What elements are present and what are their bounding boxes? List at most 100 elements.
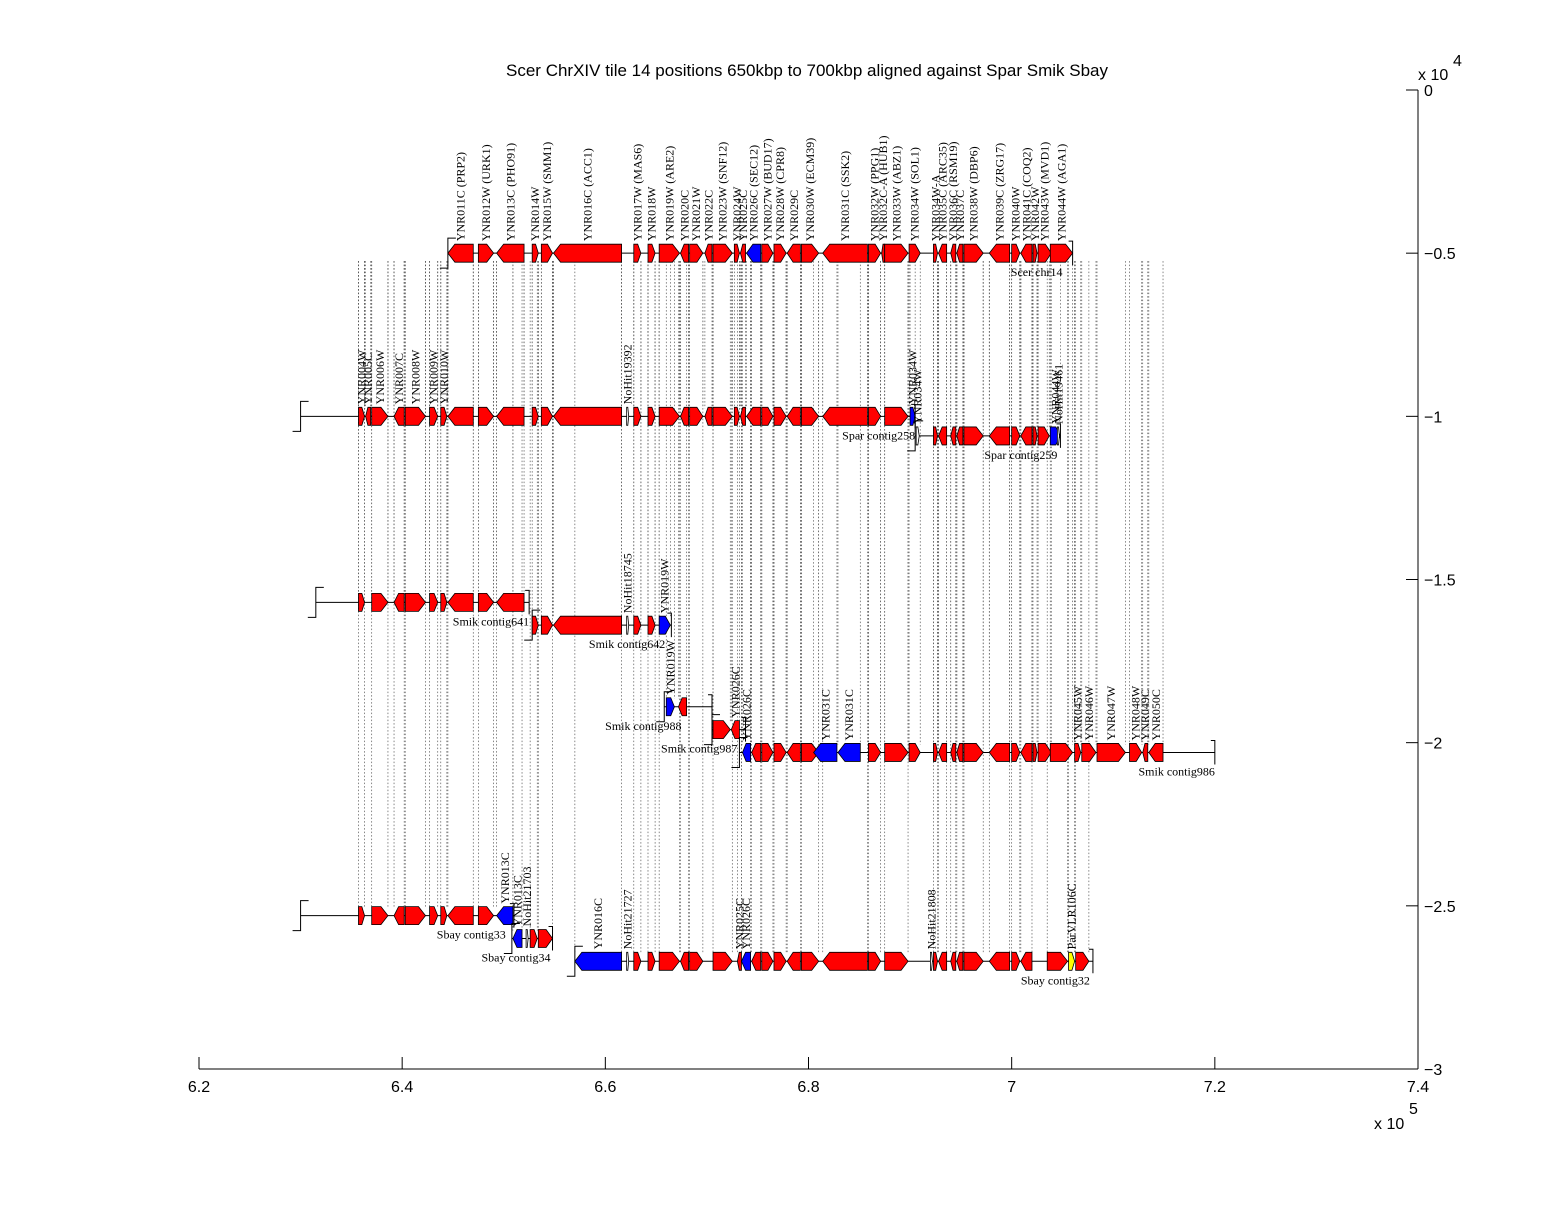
- gene-arrow: [447, 592, 474, 612]
- gene-arrow: [1032, 743, 1038, 762]
- gene-arrow: [773, 951, 787, 971]
- gene-label: YNR043W (MVD1): [1038, 142, 1052, 241]
- gene-arrow: [761, 951, 774, 971]
- gene-arrow: [933, 426, 938, 446]
- contig-end-bracket: [667, 612, 672, 638]
- gene-arrow: [680, 951, 690, 971]
- contig-end-bracket: [1056, 423, 1061, 448]
- gene-label: YNR021W: [689, 186, 703, 241]
- gene-arrow: [761, 243, 774, 263]
- gene-label: YNR026C: [739, 898, 753, 949]
- gene-arrow: [371, 906, 389, 926]
- gene-arrow: [1049, 743, 1074, 762]
- gene-arrow: [933, 743, 938, 762]
- gene-arrow: [529, 929, 538, 948]
- contig-label: Smik contig986: [1138, 764, 1214, 778]
- contig-label: Smik contig987: [661, 742, 737, 756]
- gene-arrow: [813, 743, 838, 762]
- track-layer: YNR011C (PRP2) YNR012W (URK1) YNR013C (PHO…: [292, 135, 1216, 987]
- gene-arrow: [736, 951, 742, 971]
- gene-arrow: [881, 243, 886, 263]
- gene-label: YNR026C: [740, 689, 754, 740]
- gene-arrow: [540, 406, 553, 426]
- gene-arrow: [633, 243, 642, 263]
- gene-arrow: [1142, 743, 1149, 762]
- gene-label: YNR044W: [1048, 369, 1062, 424]
- gene-arrow: [512, 929, 523, 948]
- gene-label: YNR048W: [1129, 685, 1143, 740]
- gene-arrow: [938, 743, 948, 762]
- gene-arrow: [658, 951, 680, 971]
- contig-label: Smik contig988: [605, 719, 681, 733]
- gene-label: YNR006W: [373, 349, 387, 404]
- gene-arrow: [950, 743, 957, 762]
- gene-label: ParVLR106C: [1065, 883, 1079, 949]
- gene-arrow: [429, 406, 439, 426]
- gene-arrow: [786, 951, 801, 971]
- gene-label: YNR027W (BUD17): [760, 138, 774, 241]
- gene-arrow: [868, 743, 882, 762]
- contig-track: NoHit18745 YNR019W Smik contig642: [524, 553, 672, 651]
- contig-start-bracket: [907, 420, 924, 452]
- gene-label: YNR031C: [818, 689, 832, 740]
- connector-layer: [358, 261, 1164, 954]
- gene-arrow: [915, 426, 920, 446]
- gene-arrow: [1056, 426, 1060, 446]
- gene-arrow: [950, 426, 957, 446]
- gene-label: YNR009W: [427, 349, 441, 404]
- gene-arrow: [680, 406, 690, 426]
- gene-arrow: [933, 243, 938, 263]
- gene-label: YNR046W: [1082, 685, 1096, 740]
- x-exponent-label: x 10: [1374, 1116, 1404, 1133]
- gene-label: YNR033W (ABZ1): [889, 146, 903, 241]
- gene-arrow: [496, 906, 514, 926]
- gene-arrow: [742, 743, 751, 762]
- gene-arrow: [822, 951, 868, 971]
- gene-arrow: [963, 743, 984, 762]
- gene-arrow: [689, 406, 704, 426]
- gene-arrow: [371, 592, 389, 612]
- gene-label: YNR017W (MAS6): [630, 144, 644, 241]
- gene-arrow: [531, 243, 539, 263]
- gene-arrow: [689, 243, 704, 263]
- gene-arrow: [884, 406, 909, 426]
- gene-arrow: [751, 951, 762, 971]
- x-tick-label: 6.2: [188, 1079, 210, 1096]
- contig-label: Smik contig641: [453, 614, 529, 628]
- gene-arrow: [773, 406, 787, 426]
- gene-label: YNR034W: [906, 349, 920, 404]
- gene-arrow: [988, 243, 1011, 263]
- gene-arrow: [680, 243, 690, 263]
- contig-start-bracket: [292, 400, 309, 432]
- gene-arrow: [658, 243, 680, 263]
- gene-arrow: [647, 406, 656, 426]
- gene-arrow: [496, 243, 525, 263]
- gene-arrow: [540, 243, 553, 263]
- gene-arrow: [930, 951, 933, 971]
- contig-label: Scer chr14: [1011, 265, 1063, 279]
- gene-arrow: [868, 951, 882, 971]
- gene-label: YNR012W (URK1): [479, 144, 493, 241]
- contig-end-bracket: [741, 717, 747, 742]
- y-exponent-power: 4: [1453, 53, 1462, 70]
- contig-label: Spar contig259: [984, 448, 1057, 462]
- contig-end-bracket: [1210, 739, 1216, 765]
- gene-arrow: [1148, 743, 1164, 762]
- contig-track: Smik contig641: [307, 586, 530, 628]
- gene-arrow: [786, 406, 801, 426]
- y-tick-label: −3: [1424, 1062, 1442, 1079]
- gene-arrow: [837, 743, 861, 762]
- gene-arrow: [626, 406, 630, 426]
- gene-arrow: [626, 951, 630, 971]
- gene-arrow: [574, 951, 622, 971]
- chart-title: Scer ChrXIV tile 14 positions 650kbp to …: [506, 61, 1108, 80]
- x-tick-group: 6.2 6.4 6.6 6.8 7 7.2 7.4: [188, 1057, 1429, 1096]
- gene-label: YNR016C: [591, 898, 605, 949]
- gene-arrow: [956, 743, 964, 762]
- gene-arrow: [956, 243, 964, 263]
- gene-label: YNR008W: [408, 349, 422, 404]
- gene-arrow: [633, 406, 642, 426]
- gene-arrow: [440, 592, 448, 612]
